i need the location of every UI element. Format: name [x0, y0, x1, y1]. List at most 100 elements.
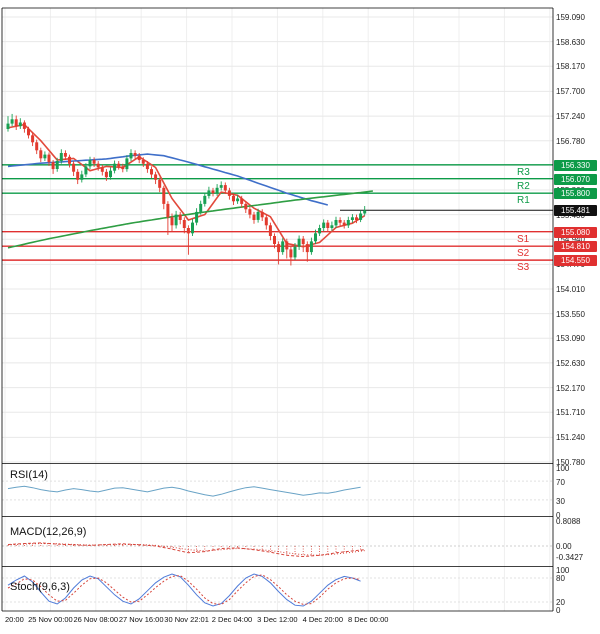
candle-body	[18, 122, 22, 127]
candle-body	[121, 166, 125, 170]
level-label-r1: R1	[517, 195, 530, 207]
price-badge-r3: 156.330	[554, 159, 597, 171]
candle-body	[141, 160, 145, 164]
y-axis-tick: 150.780	[556, 458, 585, 467]
candle-body	[207, 190, 211, 196]
stoch-tick: 80	[556, 574, 565, 583]
level-label-s2: S2	[517, 248, 530, 260]
candle-body	[31, 135, 35, 143]
candle-body	[314, 233, 317, 242]
level-label-s3: S3	[517, 262, 530, 274]
x-axis-label: 30 Nov 22:01	[164, 615, 209, 624]
level-label-r3: R3	[517, 166, 530, 178]
rsi-tick: 30	[556, 496, 565, 506]
candle-body	[27, 128, 30, 136]
candle-body	[236, 198, 240, 202]
candle-body	[199, 203, 203, 212]
stoch-tick: 100	[556, 566, 570, 575]
x-axis-label: 8 Dec 00:00	[347, 615, 389, 624]
candle-body	[150, 169, 153, 175]
candle-body	[55, 161, 59, 169]
stoch-k-line	[7, 573, 361, 607]
rsi-indicator-label: RSI(14)	[10, 469, 48, 481]
candle-body	[117, 163, 121, 167]
candle-body	[104, 171, 108, 178]
candle-body	[219, 185, 223, 188]
candle-body	[59, 153, 63, 161]
y-axis-tick: 154.010	[556, 285, 585, 295]
candle-body	[252, 214, 256, 220]
candle-body	[145, 163, 149, 170]
x-axis-label: 3 Dec 12:00	[257, 615, 298, 624]
candle-body	[248, 209, 252, 215]
candle-body	[109, 170, 112, 178]
candle-body	[125, 158, 129, 170]
candle-body	[330, 225, 334, 228]
y-axis-tick: 157.700	[556, 87, 585, 97]
candle-body	[80, 174, 84, 180]
candle-body	[277, 244, 281, 253]
candle-body	[244, 203, 248, 210]
price-badge-s2: 154.810	[554, 241, 597, 253]
ma-long-green	[7, 190, 373, 249]
y-axis-tick: 159.090	[556, 13, 585, 22]
rsi-tick: 0	[556, 511, 561, 520]
candle-body	[47, 154, 51, 163]
candle-body	[211, 190, 215, 194]
y-axis-tick: 154.940	[556, 235, 585, 245]
candle-body	[72, 163, 76, 172]
y-axis-tick: 152.630	[556, 358, 585, 368]
stoch-tick: 20	[556, 598, 565, 607]
candle-body	[309, 241, 313, 253]
x-axis-label: 2 Dec 04:00	[211, 615, 253, 624]
candle-body	[273, 236, 276, 244]
candle-body	[10, 119, 14, 124]
candle-body	[162, 187, 166, 204]
candle-body	[293, 246, 297, 258]
x-axis-label: 4 Dec 20:00	[302, 615, 344, 624]
candle-body	[174, 214, 178, 226]
ma-short-red	[7, 123, 366, 248]
candle-body	[227, 190, 231, 196]
stoch-d-line	[7, 574, 361, 605]
y-axis-tick: 156.780	[556, 136, 585, 146]
candle-body	[51, 162, 55, 170]
candle-body	[322, 222, 326, 228]
macd-indicator-label: MACD(12,26,9)	[10, 526, 87, 538]
x-axis-label: 26 Nov 08:00	[73, 615, 119, 624]
candle-body	[186, 228, 190, 234]
candle-body	[215, 187, 219, 194]
y-axis-tick: 152.170	[556, 383, 585, 393]
macd-tick: 0.00	[556, 542, 572, 551]
price-badge-r1: 155.800	[554, 188, 597, 200]
candle-body	[232, 195, 235, 202]
y-axis-tick: 153.090	[556, 334, 585, 344]
macd-tick: -0.3427	[556, 552, 584, 562]
candle-body	[68, 156, 71, 164]
candle-body	[338, 220, 342, 223]
rsi-tick: 100	[556, 464, 570, 473]
candle-body	[223, 185, 227, 191]
candle-body	[203, 195, 207, 204]
candle-body	[281, 241, 285, 253]
y-axis-tick: 158.170	[556, 62, 585, 72]
y-axis-tick: 158.630	[556, 37, 585, 47]
candle-body	[84, 166, 88, 175]
candle-body	[191, 222, 194, 234]
candle-body	[256, 211, 260, 220]
candle-body	[14, 119, 18, 127]
candle-body	[96, 163, 100, 168]
y-axis-tick: 151.710	[556, 408, 585, 418]
candle-body	[133, 153, 137, 156]
candle-body	[6, 123, 10, 129]
level-label-r2: R2	[517, 180, 530, 192]
candle-body	[240, 198, 244, 204]
x-axis-label: 25 Nov 00:00	[28, 615, 73, 624]
macd-tick: 0.8088	[556, 517, 581, 526]
candle-body	[350, 217, 354, 220]
candle-body	[342, 222, 346, 226]
candle-body	[137, 155, 141, 160]
candle-body	[154, 174, 158, 180]
candle-body	[129, 153, 133, 159]
